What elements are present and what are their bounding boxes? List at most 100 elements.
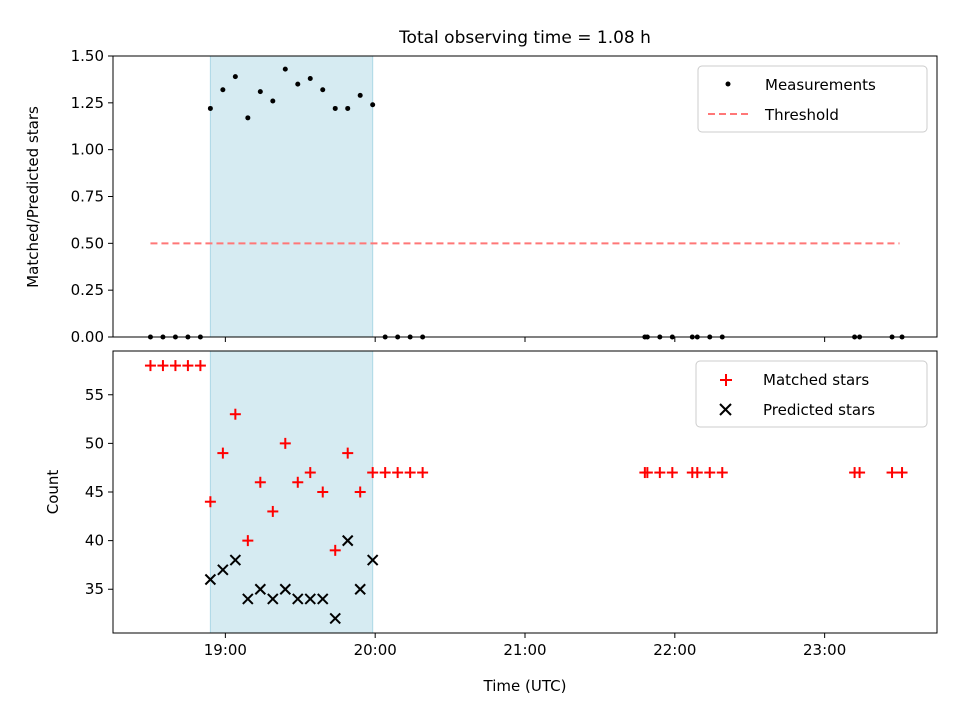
predicted-star-point bbox=[267, 593, 279, 605]
predicted-star-point bbox=[279, 583, 291, 595]
predicted-star-point bbox=[342, 534, 354, 547]
predicted-star-point bbox=[217, 564, 229, 576]
matched-star-point bbox=[169, 360, 181, 372]
matched-star-point bbox=[854, 467, 866, 479]
matched-star-point bbox=[242, 535, 254, 547]
measurement-point bbox=[295, 81, 301, 87]
bottom-x-tick-label: 23:00 bbox=[803, 641, 846, 659]
matched-star-point bbox=[896, 467, 908, 479]
bottom-y-tick-label: 35 bbox=[85, 580, 104, 598]
bottom-legend-box bbox=[695, 360, 928, 428]
matched-star-point bbox=[204, 496, 216, 508]
matched-star-point bbox=[417, 467, 429, 479]
matched-star-point bbox=[666, 467, 678, 479]
measurement-point bbox=[220, 87, 226, 93]
matched-star-point bbox=[886, 467, 898, 479]
matched-star-point bbox=[194, 360, 206, 372]
top-y-tick-label: 1.50 bbox=[71, 47, 104, 65]
matched-star-point bbox=[704, 467, 716, 479]
predicted-star-point bbox=[292, 593, 304, 605]
top-y-ticks: 0.00 0.25 0.50 0.75 1.00 1.25 1.50 bbox=[71, 47, 113, 346]
predicted-star-point bbox=[204, 573, 217, 586]
measurement-point bbox=[270, 98, 276, 104]
top-panel: 0.00 0.25 0.50 0.75 1.00 1.25 1.50 Matched/Pre… bbox=[24, 47, 938, 346]
predicted-star-points bbox=[204, 534, 379, 625]
measurement-point bbox=[232, 74, 238, 80]
measurement-point bbox=[370, 102, 376, 108]
matched-star-point bbox=[317, 486, 329, 498]
measurement-point bbox=[245, 115, 251, 121]
matched-star-point bbox=[182, 360, 194, 372]
matched-star-point bbox=[691, 467, 703, 479]
legend-threshold-label: Threshold bbox=[764, 106, 839, 124]
bottom-x-tick-label: 19:00 bbox=[204, 641, 247, 659]
top-y-tick-label: 0.75 bbox=[71, 188, 104, 206]
matched-star-point bbox=[304, 467, 316, 479]
measurement-point bbox=[257, 89, 263, 95]
predicted-star-point bbox=[354, 583, 366, 595]
matched-star-point bbox=[292, 476, 304, 488]
matched-star-point bbox=[267, 505, 279, 517]
matched-star-point bbox=[392, 467, 404, 479]
predicted-star-point bbox=[254, 583, 267, 595]
bottom-x-tick-label: 21:00 bbox=[503, 641, 546, 659]
legend-predicted-marker bbox=[719, 403, 732, 416]
top-legend: Measurements Threshold bbox=[697, 65, 928, 133]
predicted-star-point bbox=[242, 593, 254, 605]
matched-star-point bbox=[641, 467, 653, 479]
legend-matched-marker bbox=[720, 374, 732, 386]
measurement-point bbox=[320, 87, 326, 93]
measurement-points bbox=[147, 66, 905, 340]
top-y-axis-label: Matched/Predicted stars bbox=[24, 106, 42, 288]
matched-star-point bbox=[716, 467, 728, 479]
bottom-x-ticks: 19:00 20:00 21:00 22:00 23:00 bbox=[204, 633, 846, 659]
top-x-ticks bbox=[224, 337, 826, 342]
predicted-star-point bbox=[317, 593, 329, 605]
matched-star-point bbox=[229, 408, 241, 420]
measurement-point bbox=[282, 66, 288, 72]
bottom-y-ticks: 35 40 45 50 55 bbox=[85, 386, 113, 598]
matched-star-point bbox=[379, 467, 391, 479]
matched-star-point bbox=[342, 447, 354, 459]
measurement-point bbox=[357, 92, 363, 98]
top-y-tick-label: 1.00 bbox=[71, 141, 104, 159]
bottom-x-tick-label: 20:00 bbox=[354, 641, 397, 659]
top-legend-box bbox=[697, 65, 928, 133]
measurement-point bbox=[307, 75, 313, 81]
matched-star-point bbox=[329, 544, 341, 556]
matched-star-point bbox=[217, 447, 229, 459]
observing-window-shading bbox=[209, 350, 374, 634]
bottom-x-axis-label: Time (UTC) bbox=[483, 677, 567, 695]
matched-star-point bbox=[254, 476, 266, 488]
predicted-star-point bbox=[304, 593, 316, 605]
matched-star-point bbox=[144, 360, 156, 372]
bottom-y-axis-label: Count bbox=[44, 470, 62, 515]
top-y-tick-label: 0.50 bbox=[71, 234, 104, 252]
predicted-star-point bbox=[329, 612, 341, 625]
bottom-legend: Matched stars Predicted stars bbox=[695, 360, 928, 428]
predicted-star-point bbox=[229, 554, 242, 566]
bottom-y-tick-label: 40 bbox=[85, 532, 104, 550]
bottom-y-tick-label: 50 bbox=[85, 434, 104, 452]
observing-window-shading bbox=[209, 55, 374, 338]
bottom-x-tick-label: 22:00 bbox=[653, 641, 696, 659]
matched-star-point bbox=[404, 467, 416, 479]
top-axes-frame bbox=[112, 55, 938, 338]
measurement-point bbox=[345, 105, 351, 111]
legend-measurements-label: Measurements bbox=[765, 76, 876, 94]
predicted-star-point bbox=[366, 554, 379, 566]
bottom-y-tick-label: 45 bbox=[85, 483, 104, 501]
matched-star-point bbox=[354, 486, 366, 498]
measurement-point bbox=[332, 105, 338, 111]
legend-predicted-label: Predicted stars bbox=[763, 401, 875, 419]
matched-star-point bbox=[279, 437, 291, 449]
top-y-tick-label: 0.25 bbox=[71, 281, 104, 299]
bottom-panel: 35 40 45 50 55 19:00 20:00 21:00 22:00 23:00 Cou… bbox=[44, 350, 938, 695]
bottom-y-tick-label: 55 bbox=[85, 386, 104, 404]
legend-measurements-marker bbox=[725, 81, 731, 87]
measurement-point bbox=[207, 105, 213, 111]
matched-star-points bbox=[144, 360, 908, 556]
top-y-tick-label: 0.00 bbox=[71, 328, 104, 346]
figure-title: Total observing time = 1.08 h bbox=[398, 28, 651, 48]
